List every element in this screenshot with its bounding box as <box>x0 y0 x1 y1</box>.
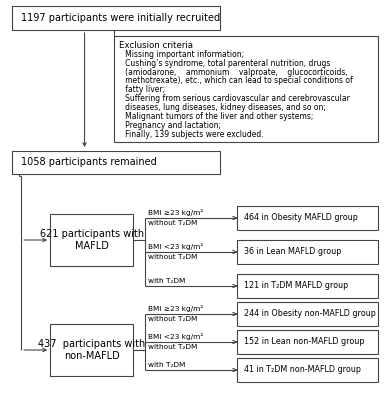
Text: 1058 participants remained: 1058 participants remained <box>21 157 157 167</box>
Text: 121 in T₂DM MAFLD group: 121 in T₂DM MAFLD group <box>244 282 349 290</box>
Text: 437  participants with
non-MAFLD: 437 participants with non-MAFLD <box>38 339 145 361</box>
Text: BMI ≥23 kg/m²: BMI ≥23 kg/m² <box>148 305 203 312</box>
Text: 41 in T₂DM non-MAFLD group: 41 in T₂DM non-MAFLD group <box>244 366 361 374</box>
Text: without T₂DM: without T₂DM <box>148 316 197 322</box>
Text: Missing important information;: Missing important information; <box>118 50 244 59</box>
Bar <box>237 274 378 298</box>
Text: diseases, lung diseases, kidney diseases, and so on;: diseases, lung diseases, kidney diseases… <box>118 103 326 112</box>
Bar <box>12 151 220 174</box>
Bar <box>114 36 378 142</box>
Text: Pregnancy and lactation;: Pregnancy and lactation; <box>118 121 221 130</box>
Bar <box>50 324 133 376</box>
Text: Suffering from serious cardiovascular and cerebrovascular: Suffering from serious cardiovascular an… <box>118 94 350 103</box>
Bar <box>237 330 378 354</box>
Text: BMI <23 kg/m²: BMI <23 kg/m² <box>148 242 203 250</box>
Text: 36 in Lean MAFLD group: 36 in Lean MAFLD group <box>244 248 342 256</box>
Bar <box>12 6 220 30</box>
Text: 464 in Obesity MAFLD group: 464 in Obesity MAFLD group <box>244 214 358 222</box>
Text: 244 in Obesity non-MAFLD group: 244 in Obesity non-MAFLD group <box>244 310 376 318</box>
Bar <box>237 358 378 382</box>
Text: methotrexate), etc., which can lead to special conditions of: methotrexate), etc., which can lead to s… <box>118 76 352 86</box>
Text: BMI ≥23 kg/m²: BMI ≥23 kg/m² <box>148 209 203 216</box>
Text: without T₂DM: without T₂DM <box>148 254 197 260</box>
Text: 1197 participants were initially recruited: 1197 participants were initially recruit… <box>21 13 220 23</box>
Text: Malignant tumors of the liver and other systems;: Malignant tumors of the liver and other … <box>118 112 313 121</box>
Bar <box>237 240 378 264</box>
Text: without T₂DM: without T₂DM <box>148 344 197 350</box>
Text: Exclusion criteria: Exclusion criteria <box>119 41 193 50</box>
Text: BMI <23 kg/m²: BMI <23 kg/m² <box>148 333 203 340</box>
Text: Finally, 139 subjects were excluded.: Finally, 139 subjects were excluded. <box>118 130 263 139</box>
Text: (amiodarone,    ammonium    valproate,    glucocorticoids,: (amiodarone, ammonium valproate, glucoco… <box>118 68 347 76</box>
Text: Cushing’s syndrome, total parenteral nutrition, drugs: Cushing’s syndrome, total parenteral nut… <box>118 58 330 68</box>
Bar <box>50 214 133 266</box>
Text: 621 participants with
MAFLD: 621 participants with MAFLD <box>40 229 144 251</box>
Text: 152 in Lean non-MAFLD group: 152 in Lean non-MAFLD group <box>244 338 365 346</box>
Text: with T₂DM: with T₂DM <box>148 278 185 284</box>
Bar <box>237 302 378 326</box>
Text: fatty liver;: fatty liver; <box>118 86 165 94</box>
Bar <box>237 206 378 230</box>
Text: with T₂DM: with T₂DM <box>148 362 185 368</box>
Text: without T₂DM: without T₂DM <box>148 220 197 226</box>
